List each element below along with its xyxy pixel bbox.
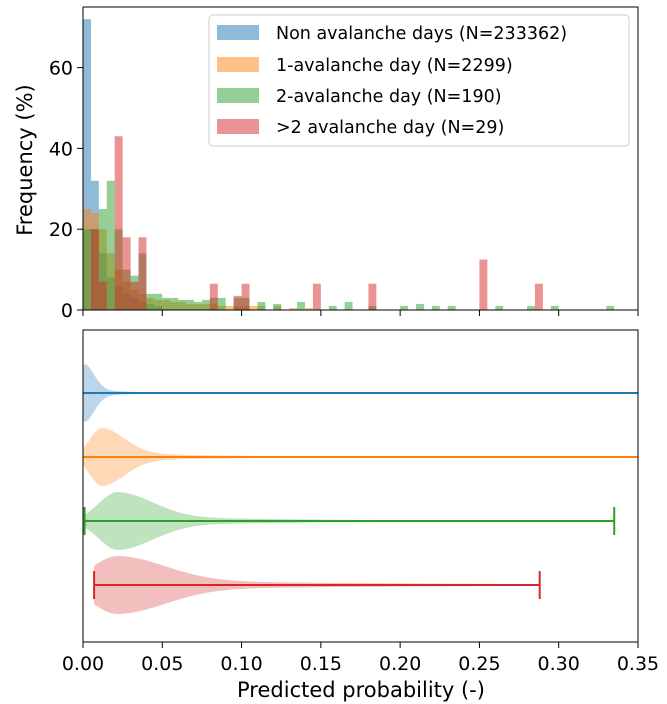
histogram-bar [170,297,179,310]
x-tick-label: 0.25 [458,653,500,675]
histogram-bar [431,305,440,310]
histogram-bar [249,305,258,310]
histogram-plot-frame [82,6,639,311]
violin-plot-frame [82,329,639,643]
histogram-bar [534,283,543,310]
histogram-bar [527,305,535,310]
histogram-bar [289,307,298,310]
violin-2 [83,492,616,550]
histogram-bar [368,283,377,310]
violin-x-ticks: 0.00 0.05 0.10 0.15 0.20 0.25 0.30 0.35 [62,642,659,675]
legend-swatch-2-avalanche [217,88,259,103]
histogram-bar [114,136,123,310]
histogram-bar [495,305,504,310]
histogram-bar [146,293,155,310]
legend-label-gt2-avalanche: >2 avalanche day (N=29) [276,118,504,138]
histogram-bar [312,283,321,310]
histogram-bar [217,297,226,310]
histogram-bar [447,305,456,310]
histogram-panel: 0 20 40 60 Frequency (%) Non avalanche days… [13,6,639,322]
x-tick-label: 0.00 [62,653,104,675]
histogram-bar [162,297,171,310]
violin-0 [83,364,638,422]
x-tick-label: 0.35 [617,653,659,675]
histogram-bar [606,305,615,310]
histogram-series-3 [90,136,543,310]
histogram-bar [130,281,139,310]
histogram-bar [241,283,250,310]
histogram-bar [90,229,99,310]
legend-swatch-1-avalanche [217,57,259,72]
violin-plots [83,364,638,614]
histogram-bar [344,301,353,310]
histogram-bar [328,305,337,310]
violin-3 [93,556,541,614]
histogram-series-2 [83,180,615,310]
histogram-bar [416,303,424,310]
histogram-bars [83,19,615,311]
violin-panel: 0.00 0.05 0.10 0.15 0.20 0.25 0.30 0.35 Predict… [62,329,659,702]
histogram-y-ticks: 0 20 40 60 [49,58,83,322]
histogram-bar [209,283,218,310]
histogram-bar [138,237,147,310]
histogram-bar [297,301,305,310]
histogram-bar [305,307,313,310]
legend-box [208,14,630,147]
legend: Non avalanche days (N=233362) 1-avalanch… [208,14,630,147]
histogram-bar [98,281,107,310]
legend-label-1-avalanche: 1-avalanche day (N=2299) [276,56,513,76]
x-tick-label: 0.10 [220,653,262,675]
legend-swatch-gt2-avalanche [217,119,259,134]
y-tick-label: 60 [49,58,73,80]
y-tick-label: 40 [49,138,73,160]
legend-swatch-non-avalanche [217,25,259,40]
x-tick-label: 0.30 [538,653,580,675]
legend-label-2-avalanche: 2-avalanche day (N=190) [276,87,502,107]
histogram-bar [201,299,210,310]
histogram-bar [400,305,409,310]
histogram-bar [98,209,107,310]
histogram-bar [186,299,194,310]
histogram-bar [225,305,234,310]
histogram-x-ticks [82,310,639,316]
histogram-bar [233,295,242,310]
histogram-bar [83,19,91,311]
histogram-y-axis-label: Frequency (%) [13,84,37,236]
histogram-bar [83,229,91,310]
violin-1 [83,428,638,486]
x-tick-label: 0.20 [379,653,421,675]
histogram-bar [479,259,488,310]
x-axis-label: Predicted probability (-) [237,678,485,702]
histogram-bar [194,301,202,310]
histogram-bar [154,293,163,310]
y-tick-label: 20 [49,219,73,241]
x-tick-label: 0.15 [300,653,342,675]
y-tick-label: 0 [61,300,73,322]
x-tick-label: 0.05 [141,653,183,675]
histogram-bar [257,301,266,310]
legend-label-non-avalanche: Non avalanche days (N=233362) [276,24,567,44]
histogram-bar [550,305,559,310]
histogram-bar [178,299,187,310]
histogram-bar [106,180,115,310]
histogram-bar [273,303,282,310]
histogram-bar [122,237,131,310]
